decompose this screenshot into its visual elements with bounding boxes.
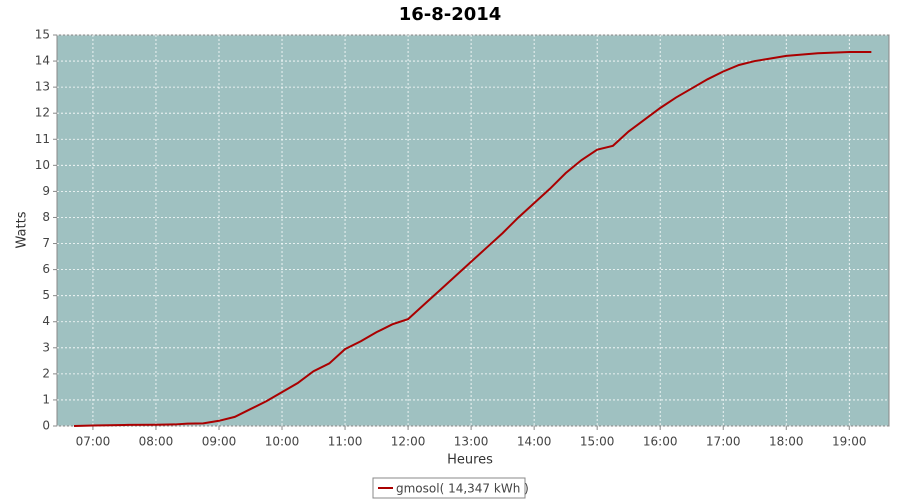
data-line xyxy=(73,50,872,427)
y-tick-label: 10 xyxy=(35,158,50,172)
y-tick-label: 1 xyxy=(42,392,50,406)
x-tick-label: 10:00 xyxy=(265,435,300,449)
x-tick-label: 08:00 xyxy=(139,435,174,449)
y-tick-label: 12 xyxy=(35,106,50,120)
x-tick-label: 15:00 xyxy=(580,435,615,449)
y-axis-label: Watts xyxy=(15,211,30,248)
legend-label: gmosol( 14,347 kWh ) xyxy=(396,482,529,496)
x-tick-label: 19:00 xyxy=(832,435,867,449)
y-tick-label: 2 xyxy=(42,366,50,380)
y-tick-label: 0 xyxy=(42,419,50,433)
plot-area xyxy=(56,34,890,427)
x-tick-label: 13:00 xyxy=(454,435,489,449)
y-tick-label: 5 xyxy=(42,288,50,302)
y-tick-label: 6 xyxy=(42,262,50,276)
y-tick-label: 4 xyxy=(42,314,50,328)
y-tick-label: 14 xyxy=(35,54,50,68)
x-tick-label: 14:00 xyxy=(517,435,552,449)
x-tick-label: 12:00 xyxy=(391,435,426,449)
y-tick-label: 13 xyxy=(35,80,50,94)
y-tick-label: 9 xyxy=(42,184,50,198)
x-tick-label: 11:00 xyxy=(328,435,363,449)
chart-title: 16-8-2014 xyxy=(399,4,502,25)
x-tick-label: 18:00 xyxy=(769,435,804,449)
y-tick-label: 8 xyxy=(42,210,50,224)
x-tick-label: 16:00 xyxy=(643,435,678,449)
y-tick-label: 7 xyxy=(42,236,50,250)
x-tick-label: 07:00 xyxy=(76,435,111,449)
y-tick-label: 15 xyxy=(35,28,50,42)
x-tick-label: 17:00 xyxy=(706,435,741,449)
y-tick-label: 11 xyxy=(35,132,50,146)
x-axis-label: Heures xyxy=(447,453,493,468)
legend-box xyxy=(372,477,526,499)
y-tick-label: 3 xyxy=(42,340,50,354)
x-tick-label: 09:00 xyxy=(202,435,237,449)
